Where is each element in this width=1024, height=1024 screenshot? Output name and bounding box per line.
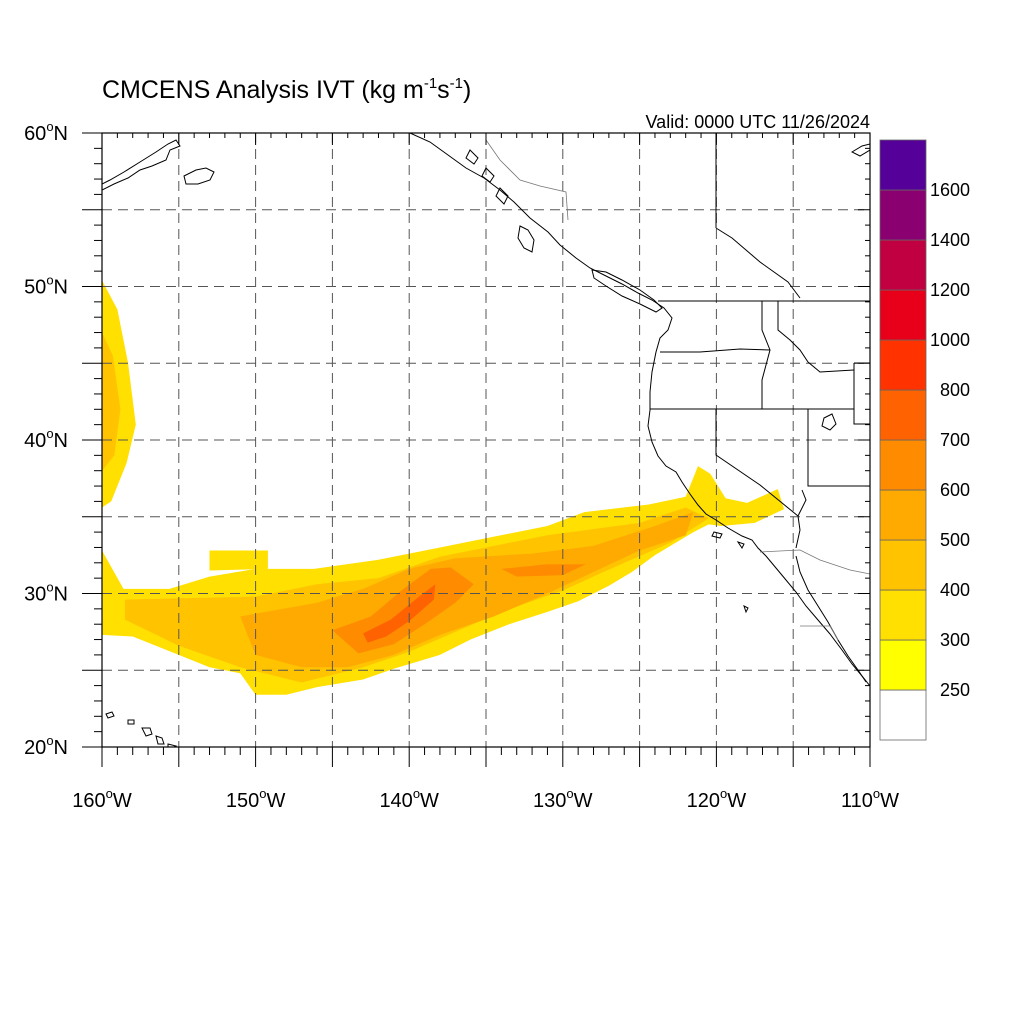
colorbar-swatch xyxy=(879,639,927,691)
colorbar-label: 1600 xyxy=(930,180,970,200)
colorbar-swatch xyxy=(879,439,927,491)
colorbar-label: 700 xyxy=(940,430,970,450)
ivt-region-north-band-core xyxy=(102,332,121,471)
y-tick-label: 50oN xyxy=(24,273,68,299)
colorado-river-border xyxy=(795,489,807,549)
x-tick-label: 130oW xyxy=(533,786,593,812)
alaska-islands xyxy=(465,149,509,205)
x-tick-label: 120oW xyxy=(687,786,747,812)
colorbar-swatch xyxy=(879,539,927,591)
bc-coast-range xyxy=(485,139,569,221)
vancouver-island xyxy=(591,269,663,313)
greenland-fragment xyxy=(850,143,870,157)
y-tick-label: 40oN xyxy=(24,426,68,452)
ivt-shading-layer xyxy=(102,280,784,695)
colorbar-label: 1200 xyxy=(930,280,970,300)
colorbar-label: 300 xyxy=(940,630,970,650)
x-tick-label: 150oW xyxy=(226,786,286,812)
mexico-state-lines xyxy=(800,625,839,641)
colorbar-label: 250 xyxy=(940,680,970,700)
alaska-peninsula xyxy=(102,139,181,191)
haida-gwaii xyxy=(517,225,535,253)
map-axes: 160oW 150oW 140oW 130oW 120oW 110oW 20oN 30oN 40… xyxy=(24,119,899,812)
colorbar-label: 800 xyxy=(940,380,970,400)
colorbar-swatch xyxy=(879,339,927,391)
colorbar-label: 600 xyxy=(940,480,970,500)
x-tick-label: 160oW xyxy=(72,786,132,812)
colorbar-swatch xyxy=(879,489,927,541)
alaska-canada-border xyxy=(715,133,801,299)
map-title: CMCENS Analysis IVT (kg m-1s-1) xyxy=(102,75,471,104)
lake-tahoe xyxy=(821,413,837,431)
graticule xyxy=(102,133,870,747)
valid-time-label: Valid: 0000 UTC 11/26/2024 xyxy=(646,112,870,132)
us-mexico-border xyxy=(759,549,870,575)
y-tick-label: 30oN xyxy=(24,580,68,606)
colorbar-swatch xyxy=(879,239,927,291)
x-tick-label: 110oW xyxy=(841,786,899,812)
colorbar-swatch xyxy=(879,289,927,341)
idaho-montana-border xyxy=(777,301,855,373)
colorbar-swatch xyxy=(879,389,927,441)
x-tick-label: 140oW xyxy=(379,786,439,812)
colorbar-swatch xyxy=(879,589,927,641)
colorbar-swatch xyxy=(879,139,927,191)
north-america-coastline xyxy=(409,133,870,687)
colorbar-swatch xyxy=(879,189,927,241)
oregon-idaho-border xyxy=(761,301,771,409)
kodiak-island xyxy=(183,167,215,185)
y-tick-label: 60oN xyxy=(24,119,68,145)
colorbar-label: 1400 xyxy=(930,230,970,250)
colorbar-label: 1000 xyxy=(930,330,970,350)
colorbar: 250 300 400 500 600 700 800 1000 1200 1400 1600 xyxy=(879,139,970,741)
hawaii-islands xyxy=(105,711,178,747)
gulf-of-california xyxy=(795,555,867,683)
colorbar-swatch xyxy=(879,689,927,741)
nevada-utah-border xyxy=(807,409,870,487)
ivt-region-north-patch xyxy=(209,550,268,571)
geography-layer xyxy=(102,133,870,747)
ivt-region-core-600-east xyxy=(501,564,586,577)
ivt-region-core-700 xyxy=(363,584,436,643)
y-tick-label: 20oN xyxy=(24,733,68,759)
colorbar-label: 400 xyxy=(940,580,970,600)
california-nevada-border xyxy=(715,409,799,517)
colorbar-label: 500 xyxy=(940,530,970,550)
channel-islands xyxy=(711,531,749,614)
washington-oregon-border xyxy=(660,348,771,353)
